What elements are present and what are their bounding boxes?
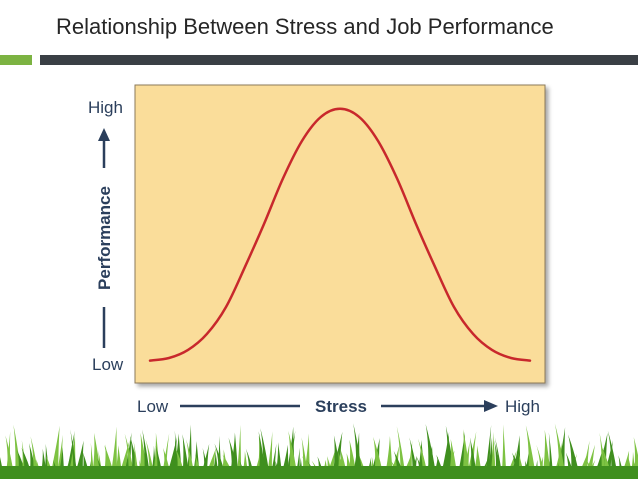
- grass-blade: [49, 425, 60, 479]
- y-axis-arrow-head: [98, 128, 110, 141]
- title-divider-accent: [0, 55, 32, 65]
- grass-decoration: [0, 423, 638, 479]
- grass-blade: [396, 426, 406, 479]
- grass-base: [0, 466, 638, 479]
- grass-blade: [110, 426, 118, 479]
- performance-curve: [148, 107, 532, 362]
- plot-area: [134, 84, 546, 384]
- x-tick-label-low: Low: [137, 397, 169, 416]
- x-tick-label-high: High: [505, 397, 540, 416]
- title-divider-bar: [40, 55, 638, 65]
- y-axis-label: Performance: [95, 186, 114, 290]
- x-axis-label: Stress: [315, 397, 367, 416]
- y-tick-label-high: High: [88, 98, 123, 117]
- x-axis-arrow-head: [484, 400, 498, 412]
- slide-title: Relationship Between Stress and Job Perf…: [56, 14, 554, 39]
- title-divider: [0, 55, 638, 65]
- grass-blade: [501, 424, 507, 479]
- y-tick-label-low: Low: [92, 355, 124, 374]
- grass-blade: [236, 424, 242, 479]
- grass-blade: [525, 425, 537, 479]
- grass-blade: [425, 424, 437, 479]
